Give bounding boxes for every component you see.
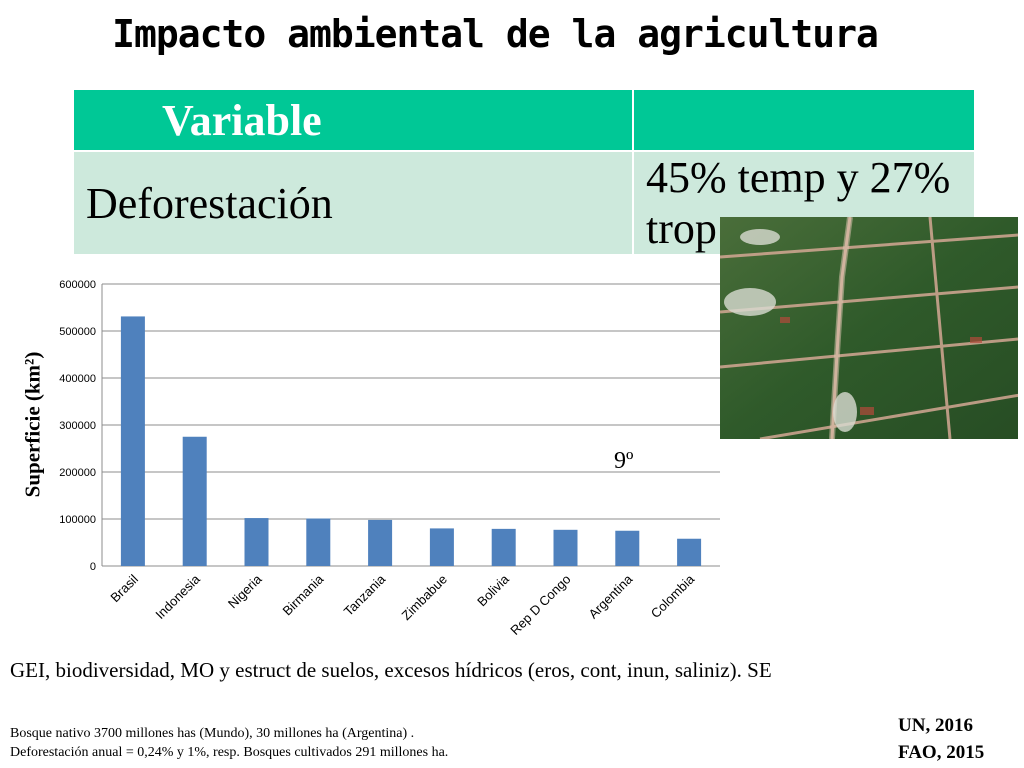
x-tick-label: Colombia xyxy=(648,571,698,621)
x-tick-label: Bolivia xyxy=(474,571,512,609)
impacts-text: GEI, biodiversidad, MO y estruct de suel… xyxy=(10,658,772,682)
x-tick-label: Birmania xyxy=(280,571,327,618)
x-tick-label: Nigeria xyxy=(225,571,265,611)
y-tick-label: 200000 xyxy=(59,467,96,479)
y-tick-label: 400000 xyxy=(59,373,96,385)
x-tick-label: Indonesia xyxy=(152,571,203,622)
bar-nigeria xyxy=(244,518,269,566)
bar-birmania xyxy=(306,518,331,566)
source-line: UN, 2016 xyxy=(898,715,973,736)
notes: Bosque nativo 3700 millones has (Mundo),… xyxy=(10,724,448,762)
bars xyxy=(120,316,702,566)
table-row: Deforestación 45% temp y 27% trop xyxy=(72,150,976,256)
variable-table: Variable Deforestación 45% temp y 27% tr… xyxy=(72,88,976,256)
x-tick-label: Brasil xyxy=(107,571,141,605)
satellite-image xyxy=(720,217,1018,439)
y-tick-label: 500000 xyxy=(59,326,96,338)
x-tick-label: Tanzania xyxy=(341,571,389,619)
bar-brasil xyxy=(120,316,145,566)
x-tick-label: Rep D Congo xyxy=(507,572,573,638)
y-tick-label: 600000 xyxy=(59,279,96,291)
bar-bolivia xyxy=(491,528,516,566)
table-header-row: Variable xyxy=(72,88,976,152)
bar-chart: 0 100000 200000 300000 400000 500000 600000 Br… xyxy=(59,279,720,638)
sources: UN, 2016 FAO, 2015 xyxy=(898,712,984,766)
y-tick-label: 300000 xyxy=(59,420,96,432)
rank-annotation: 9º xyxy=(614,448,634,474)
source-line: FAO, 2015 xyxy=(898,742,985,763)
y-axis-ticks: 0 100000 200000 300000 400000 500000 600000 xyxy=(59,279,96,573)
cell-variable: Deforestación xyxy=(72,150,634,256)
x-tick-label: Zimbabue xyxy=(399,572,450,623)
bar-zimbabue xyxy=(429,528,454,566)
bar-argentina xyxy=(615,530,640,566)
bar-colombia xyxy=(677,538,702,566)
cell-value: 45% temp y 27% trop xyxy=(632,150,976,256)
header-cell-value xyxy=(632,88,976,152)
y-axis-label: Superficie (km²) xyxy=(20,351,45,498)
y-tick-label: 100000 xyxy=(59,514,96,526)
x-axis-labels: Brasil Indonesia Nigeria Birmania Tanzania Zi… xyxy=(107,571,697,638)
bar-tanzania xyxy=(368,519,393,566)
note-line: Deforestación anual = 0,24% y 1%, resp. … xyxy=(10,745,449,760)
x-tick-label: Argentina xyxy=(585,571,636,622)
note-line: Bosque nativo 3700 millones has (Mundo),… xyxy=(10,726,415,741)
bar-rep-d-congo xyxy=(553,529,578,566)
bar-indonesia xyxy=(182,436,207,566)
header-cell-variable: Variable xyxy=(72,88,634,152)
y-tick-label: 0 xyxy=(90,561,96,573)
slide-title: Impacto ambiental de la agricultura xyxy=(112,12,879,56)
